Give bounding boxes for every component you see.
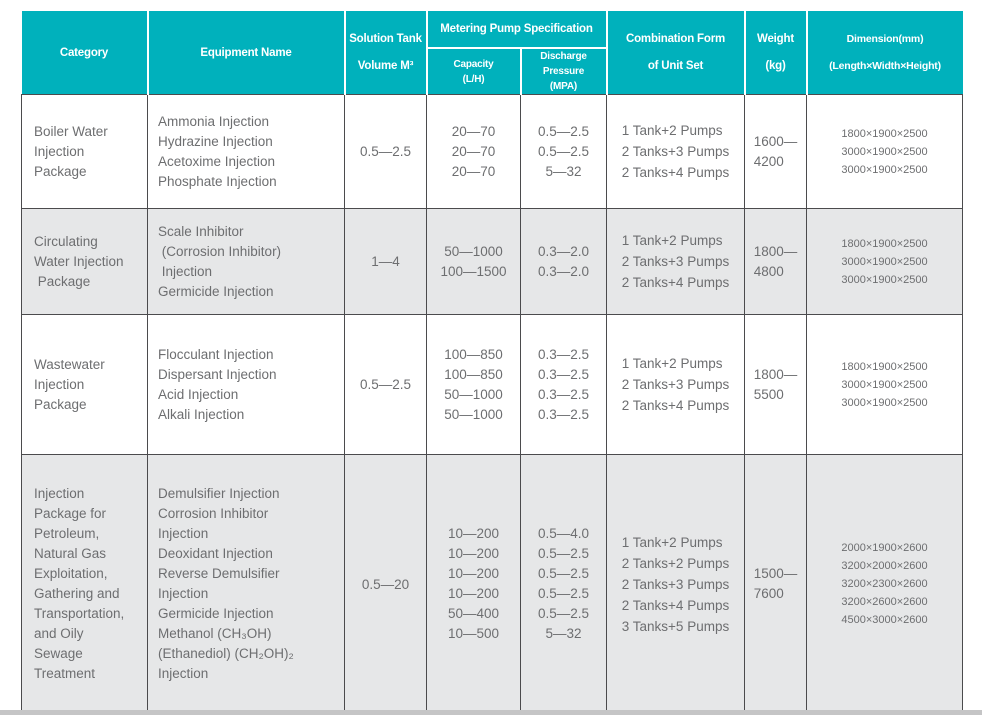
capacity-cell: 10—200 10—200 10—200 10—200 50—400 10—500	[426, 454, 521, 714]
equipment-cell: Ammonia Injection Hydrazine Injection Acet…	[147, 94, 345, 209]
category-cell: Wastewater Injection Package	[21, 314, 148, 455]
pressure-cell: 0.3—2.0 0.3—2.0	[520, 208, 607, 315]
weight-cell: 1600— 4200	[744, 94, 807, 209]
combination-list: 1 Tank+2 Pumps 2 Tanks+3 Pumps 2 Tanks+4 P…	[621, 233, 730, 290]
dimension-cell: 2000×1900×2600 3200×2000×2600 3200×2300×26…	[806, 454, 963, 714]
combination-cell: 1 Tank+2 Pumps 2 Tanks+2 Pumps 2 Tanks+3 P…	[606, 454, 745, 714]
pressure-cell: 0.3—2.5 0.3—2.5 0.3—2.5 0.3—2.5	[520, 314, 607, 455]
dimension-cell: 1800×1900×2500 3000×1900×2500 3000×1900×25…	[806, 208, 963, 315]
table-shadow	[0, 710, 982, 715]
header-capacity: Capacity (L/H)	[426, 47, 522, 95]
header-category: Category	[21, 11, 149, 95]
combination-cell: 1 Tank+2 Pumps 2 Tanks+3 Pumps 2 Tanks+4 P…	[606, 314, 745, 455]
weight-cell: 1800— 5500	[744, 314, 807, 455]
header-dimension: Dimension(mm) (Length×Width×Height)	[805, 11, 963, 95]
category-cell: Injection Package for Petroleum, Natural Ga…	[21, 454, 148, 714]
table-row: Injection Package for Petroleum, Natural Ga…	[21, 454, 963, 714]
weight-value: 1600— 4200	[753, 133, 798, 169]
header-combination-form: Combination Form of Unit Set	[605, 11, 746, 95]
capacity-cell: 50—1000 100—1500	[426, 208, 521, 315]
weight-value: 1800— 5500	[753, 366, 798, 402]
weight-value: 1500— 7600	[753, 566, 798, 601]
weight-cell: 1800— 4800	[744, 208, 807, 315]
weight-value: 1800— 4800	[753, 243, 798, 279]
spec-table: Category Equipment Name Solution Tank Vol…	[21, 11, 963, 714]
dimension-cell: 1800×1900×2500 3000×1900×2500 3000×1900×25…	[806, 314, 963, 455]
table-row: Wastewater Injection Package Flocculant In…	[21, 314, 963, 455]
spec-table-container: Category Equipment Name Solution Tank Vol…	[21, 11, 963, 714]
header-weight: Weight (kg)	[743, 11, 808, 95]
tank-volume-cell: 0.5—2.5	[344, 314, 427, 455]
equipment-cell: Flocculant Injection Dispersant Injection…	[147, 314, 345, 455]
tank-volume-cell: 0.5—2.5	[344, 94, 427, 209]
table-row: Boiler Water Injection Package Ammonia Inj…	[21, 94, 963, 209]
category-cell: Circulating Water Injection Package	[21, 208, 148, 315]
header-solution-tank: Solution Tank Volume M³	[343, 11, 428, 95]
combination-cell: 1 Tank+2 Pumps 2 Tanks+3 Pumps 2 Tanks+4 P…	[606, 94, 745, 209]
header-discharge-pressure: Discharge Pressure (MPA)	[519, 47, 608, 95]
pressure-cell: 0.5—4.0 0.5—2.5 0.5—2.5 0.5—2.5 0.5—2.5 5—32	[520, 454, 607, 714]
header-metering-pump: Metering Pump Specification	[425, 11, 608, 49]
capacity-cell: 100—850 100—850 50—1000 50—1000	[426, 314, 521, 455]
pressure-cell: 0.5—2.5 0.5—2.5 5—32	[520, 94, 607, 209]
category-cell: Boiler Water Injection Package	[21, 94, 148, 209]
table-row: Circulating Water Injection Package Scale…	[21, 208, 963, 315]
combination-list: 1 Tank+2 Pumps 2 Tanks+3 Pumps 2 Tanks+4 P…	[621, 123, 730, 180]
header-equipment-name: Equipment Name	[146, 11, 346, 95]
equipment-cell: Scale Inhibitor (Corrosion Inhibitor) In…	[147, 208, 345, 315]
weight-cell: 1500— 7600	[744, 454, 807, 714]
tank-volume-cell: 1—4	[344, 208, 427, 315]
equipment-cell: Demulsifier Injection Corrosion Inhibitor…	[147, 454, 345, 714]
dimension-cell: 1800×1900×2500 3000×1900×2500 3000×1900×25…	[806, 94, 963, 209]
table-header: Category Equipment Name Solution Tank Vol…	[21, 11, 963, 95]
capacity-cell: 20—70 20—70 20—70	[426, 94, 521, 209]
tank-volume-cell: 0.5—20	[344, 454, 427, 714]
combination-list: 1 Tank+2 Pumps 2 Tanks+3 Pumps 2 Tanks+4 P…	[621, 356, 730, 413]
combination-list: 1 Tank+2 Pumps 2 Tanks+2 Pumps 2 Tanks+3 P…	[621, 534, 730, 634]
table-body: Boiler Water Injection Package Ammonia Inj…	[21, 94, 963, 714]
combination-cell: 1 Tank+2 Pumps 2 Tanks+3 Pumps 2 Tanks+4 P…	[606, 208, 745, 315]
